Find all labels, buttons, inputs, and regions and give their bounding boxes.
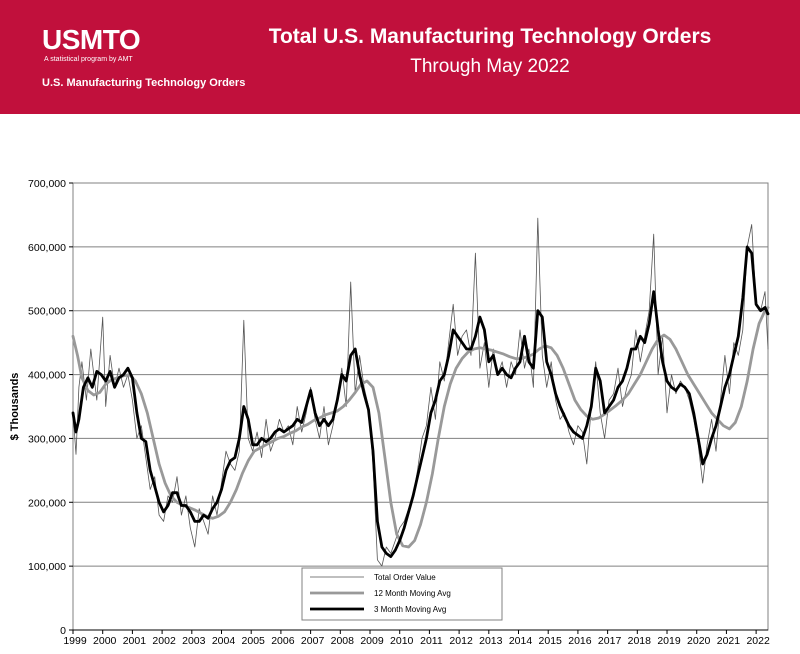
- x-tick-label: 2019: [657, 635, 681, 647]
- plot-area: [72, 182, 769, 631]
- legend-label: Total Order Value: [374, 573, 436, 582]
- x-tick-label: 2005: [242, 635, 266, 647]
- y-tick-label: 300,000: [28, 433, 66, 445]
- series-line-3: [71, 245, 770, 558]
- legend: Total Order Value 12 Month Moving Avg 3 Mo…: [301, 567, 503, 621]
- header-banner: USMTO A statistical program by AMT U.S. …: [0, 0, 800, 114]
- x-tick-label: 2018: [628, 635, 652, 647]
- x-tick-label: 2002: [152, 635, 176, 647]
- x-tick-label: 2015: [539, 635, 563, 647]
- x-tick-label: 2010: [390, 635, 414, 647]
- x-tick-label: 2006: [271, 635, 295, 647]
- y-axis-label: $ Thousands: [9, 373, 21, 441]
- y-tick-label: 400,000: [28, 370, 66, 382]
- legend-label: 3 Month Moving Avg: [374, 605, 446, 614]
- y-tick-label: 0: [60, 625, 66, 637]
- chart-canvas: 0 100,000 200,000 300,000 400,000 500,000 600,…: [9, 178, 770, 647]
- x-tick-label: 2000: [93, 635, 117, 647]
- y-axis: 0 100,000 200,000 300,000 400,000 500,000 600,…: [28, 178, 73, 637]
- x-tick-label: 2001: [123, 635, 147, 647]
- usmto-logo: USMTO: [42, 24, 141, 55]
- x-tick-label: 2007: [301, 635, 325, 647]
- x-tick-label: 2014: [509, 635, 533, 647]
- chart-subtitle: Through May 2022: [410, 56, 570, 77]
- series-line-1: [72, 217, 769, 567]
- legend-label: 12 Month Moving Avg: [374, 589, 451, 598]
- x-tick-label: 2008: [331, 635, 355, 647]
- x-tick-label: 1999: [63, 635, 87, 647]
- x-tick-label: 2013: [479, 635, 503, 647]
- x-tick-label: 2017: [598, 635, 622, 647]
- y-tick-label: 600,000: [28, 242, 66, 254]
- x-tick-label: 2022: [746, 635, 770, 647]
- chart-title: Total U.S. Manufacturing Technology Orde…: [268, 25, 712, 48]
- y-tick-label: 700,000: [28, 178, 66, 190]
- x-tick-label: 2012: [449, 635, 473, 647]
- y-tick-label: 500,000: [28, 306, 66, 318]
- x-tick-label: 2003: [182, 635, 206, 647]
- x-tick-label: 2020: [687, 635, 711, 647]
- x-tick-label: 2009: [360, 635, 384, 647]
- brand-text: U.S. Manufacturing Technology Orders: [42, 77, 246, 89]
- y-tick-label: 200,000: [28, 497, 66, 509]
- x-tick-label: 2011: [420, 635, 443, 647]
- x-axis: 1999 2000 2001 2002 2003 2004 2005 2006 2007 2008…: [63, 629, 770, 647]
- x-tick-label: 2016: [568, 635, 592, 647]
- x-tick-label: 2004: [212, 635, 236, 647]
- series-group: [71, 217, 770, 567]
- y-tick-label: 100,000: [28, 561, 66, 573]
- x-tick-label: 2021: [717, 635, 741, 647]
- logo-tagline: A statistical program by AMT: [44, 56, 133, 63]
